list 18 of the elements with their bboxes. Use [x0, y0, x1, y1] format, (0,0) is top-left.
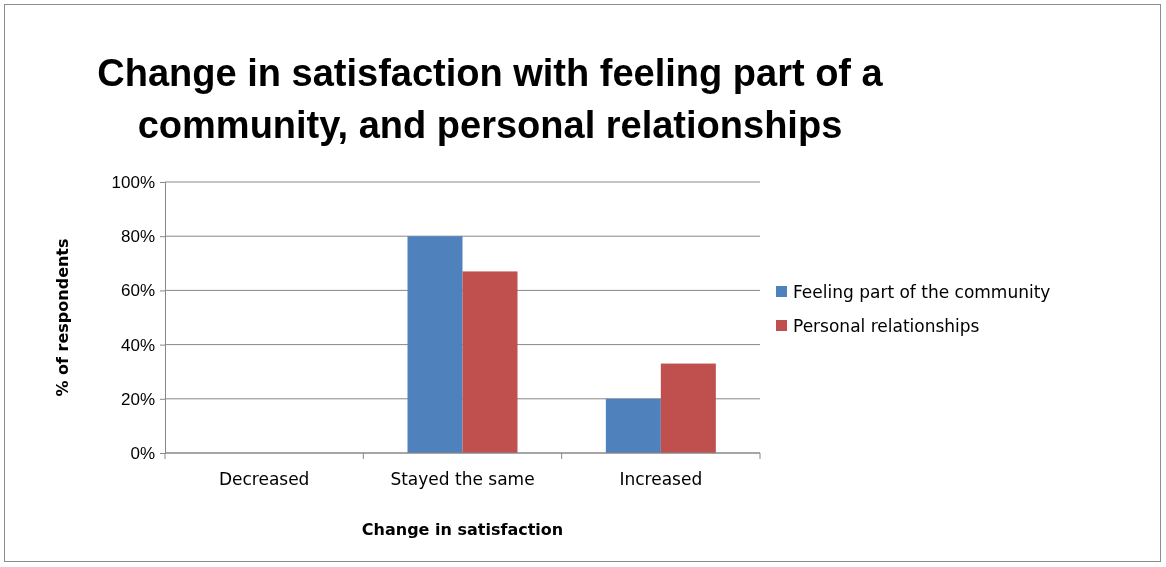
bar: [660, 363, 716, 453]
y-tick-label: 20%: [120, 389, 155, 409]
x-tick-label: Stayed the same: [390, 469, 535, 489]
bar: [407, 236, 463, 453]
y-tick-label: 60%: [120, 281, 155, 301]
legend-label: Feeling part of the community: [793, 282, 1051, 302]
x-tick-label: Increased: [619, 469, 703, 489]
x-axis-title: Change in satisfaction: [361, 520, 564, 539]
bar: [462, 271, 518, 453]
y-tick-label: 40%: [120, 335, 155, 355]
x-tick-label: Decreased: [218, 469, 310, 489]
legend-label: Personal relationships: [793, 316, 980, 336]
chart-title: Change in satisfaction with feeling part of a community, and personal relationships: [97, 52, 884, 146]
y-tick-label: 0%: [130, 443, 155, 463]
bar: [605, 398, 661, 453]
y-axis-title: % of respondents: [53, 238, 72, 397]
y-tick-label: 100%: [111, 172, 155, 192]
y-tick-label: 80%: [120, 227, 155, 247]
